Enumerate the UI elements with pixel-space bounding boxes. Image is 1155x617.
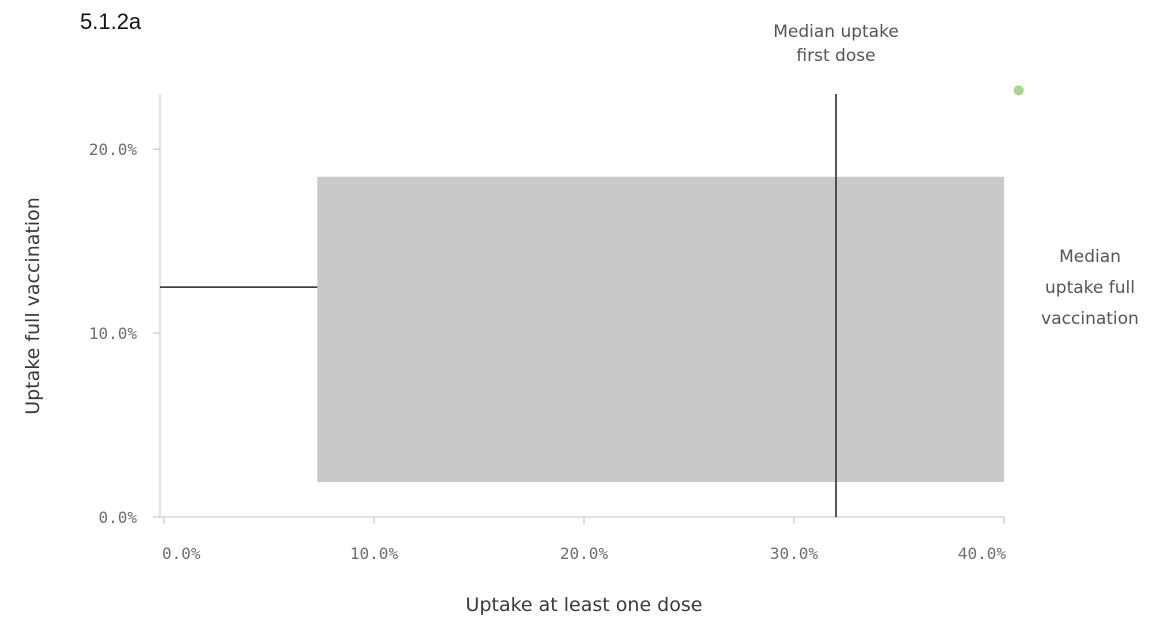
median-first-dose-label-line: first dose: [796, 46, 875, 66]
median-full-vaccination-label-line: Median: [1059, 247, 1121, 267]
y-tick-label: 20.0%: [89, 140, 138, 159]
y-axis-label: Uptake full vaccination: [22, 197, 44, 415]
x-tick-label: 40.0%: [958, 544, 1007, 563]
x-axis-label: Uptake at least one dose: [466, 594, 703, 616]
x-tick-label: 30.0%: [770, 544, 819, 563]
y-tick-label: 0.0%: [98, 508, 137, 527]
x-tick-label: 20.0%: [560, 544, 609, 563]
median-full-vaccination-label: Median uptake full vaccination: [1041, 247, 1139, 329]
median-full-vaccination-label-line: uptake full: [1045, 278, 1135, 298]
x-tick-label: 10.0%: [350, 544, 399, 563]
median-first-dose-label-line: Median uptake: [773, 22, 899, 42]
figure-label: 5.1.2a: [80, 9, 142, 34]
x-tick-label: 0.0%: [162, 544, 201, 563]
median-full-vaccination-label-line: vaccination: [1041, 309, 1139, 329]
y-tick-label: 10.0%: [89, 324, 138, 343]
shaded-region: [317, 176, 1004, 483]
data-point: [1013, 85, 1024, 96]
median-first-dose-label: Median uptake first dose: [773, 22, 899, 66]
